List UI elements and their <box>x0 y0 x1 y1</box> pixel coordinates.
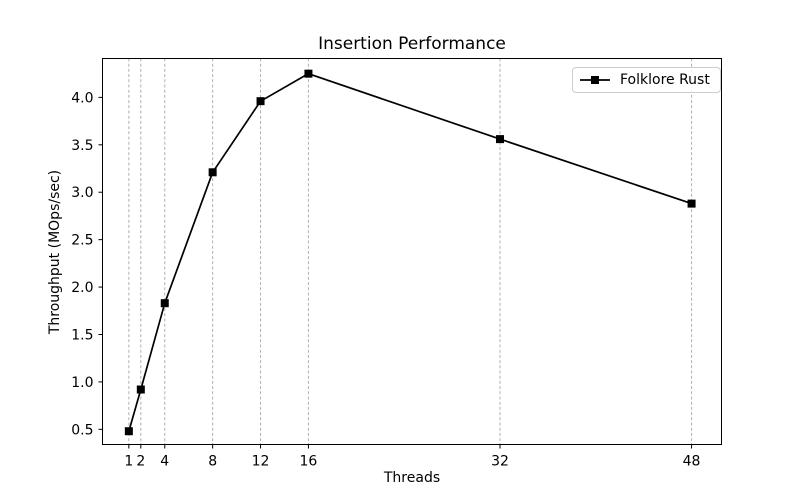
x-tick-label: 16 <box>300 454 318 470</box>
legend-square-marker <box>591 76 599 84</box>
y-tick-label: 2.0 <box>71 280 93 296</box>
data-point-marker <box>687 199 696 208</box>
x-tick-label: 1 <box>124 454 133 470</box>
legend-line-marker <box>580 76 610 84</box>
x-tick-label: 32 <box>491 454 509 470</box>
chart-title: Insertion Performance <box>318 34 506 54</box>
x-tick-label: 12 <box>252 454 270 470</box>
y-tick-label: 1.5 <box>71 327 93 343</box>
data-point-marker <box>256 97 265 106</box>
y-tick-label: 3.5 <box>71 138 93 154</box>
axes-border <box>102 58 722 445</box>
y-tick-label: 4.0 <box>71 90 93 106</box>
x-tick-label: 8 <box>208 454 217 470</box>
data-point-marker <box>304 69 313 78</box>
y-axis-label: Throughput (MOps/sec) <box>47 169 63 335</box>
x-tick-label: 2 <box>136 454 145 470</box>
data-point-marker <box>124 427 133 436</box>
legend-label: Folklore Rust <box>620 72 710 88</box>
y-tick-label: 1.0 <box>71 375 93 391</box>
y-tick-label: 0.5 <box>71 422 93 438</box>
data-point-marker <box>136 385 145 394</box>
data-line <box>127 72 693 433</box>
x-tick-label: 4 <box>160 454 169 470</box>
data-point-marker <box>496 135 505 144</box>
y-tick-label: 2.5 <box>71 233 93 249</box>
x-tick-label: 48 <box>683 454 701 470</box>
y-tick-label: 3.0 <box>71 185 93 201</box>
data-point-marker <box>208 168 217 177</box>
x-axis-label: Threads <box>383 470 441 486</box>
data-point-marker <box>160 299 169 308</box>
legend: Folklore Rust <box>572 67 721 93</box>
